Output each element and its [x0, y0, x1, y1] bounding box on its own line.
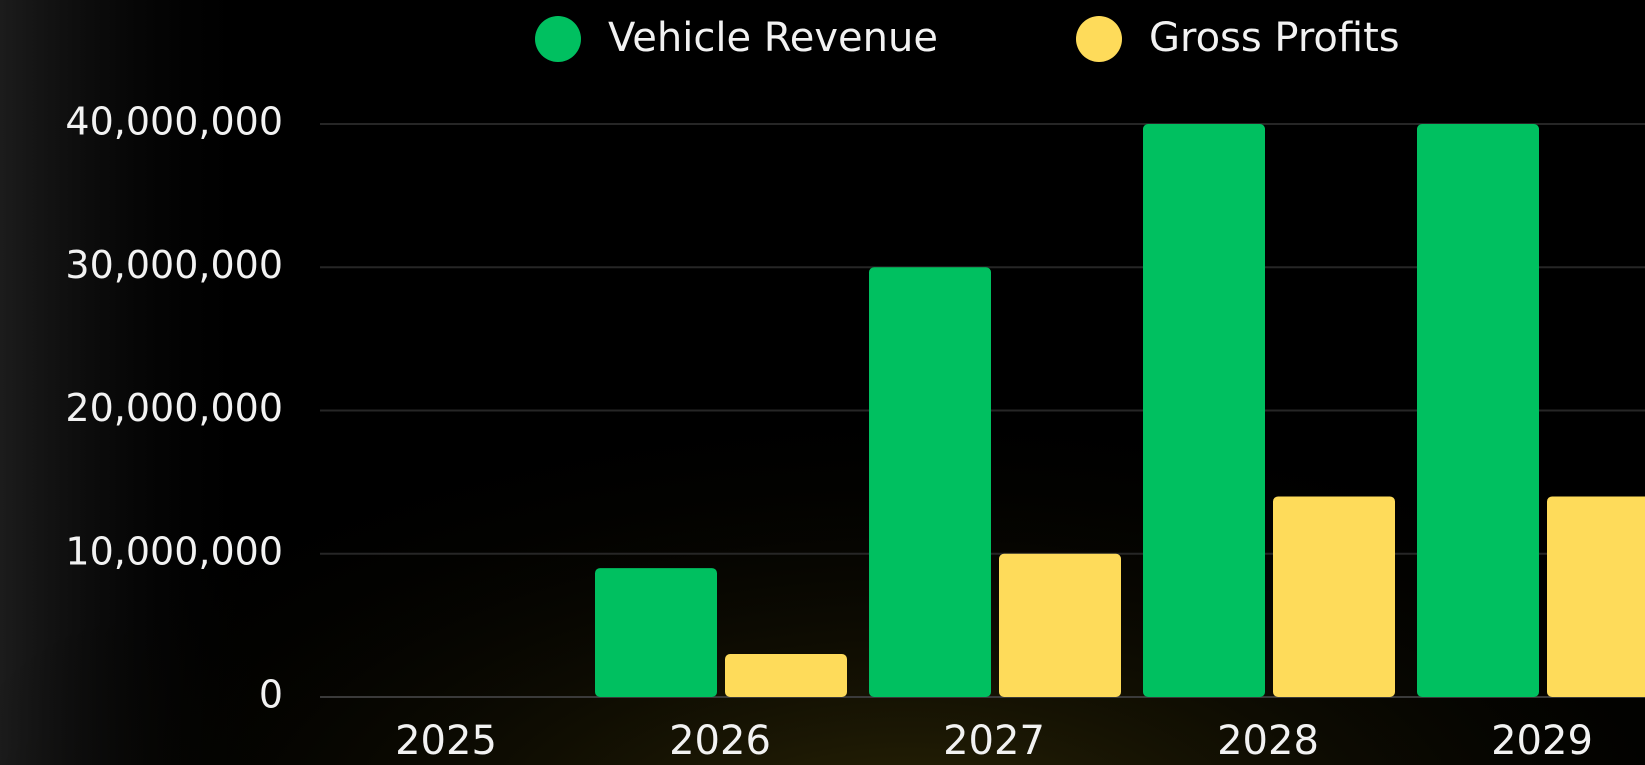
- bar: [595, 568, 717, 697]
- y-tick-label: 20,000,000: [65, 386, 283, 430]
- x-tick-label: 2028: [1217, 718, 1319, 764]
- y-tick-label: 30,000,000: [65, 243, 283, 287]
- bar: [1273, 496, 1395, 697]
- bar: [869, 267, 991, 697]
- bar: [1547, 496, 1645, 697]
- y-tick-label: 10,000,000: [65, 529, 283, 573]
- x-tick-label: 2029: [1491, 718, 1593, 764]
- y-tick-label: 0: [259, 673, 283, 717]
- legend-swatch: [1076, 16, 1122, 62]
- bar: [999, 553, 1121, 697]
- bar: [725, 654, 847, 697]
- legend-swatch: [535, 16, 581, 62]
- x-tick-label: 2025: [395, 718, 497, 764]
- y-tick-label: 40,000,000: [65, 100, 283, 144]
- bar: [1143, 124, 1265, 697]
- x-tick-label: 2026: [669, 718, 771, 764]
- x-tick-label: 2027: [943, 718, 1045, 764]
- legend-label: Vehicle Revenue: [608, 15, 938, 61]
- legend-label: Gross Profits: [1149, 15, 1400, 61]
- bar: [1417, 124, 1539, 697]
